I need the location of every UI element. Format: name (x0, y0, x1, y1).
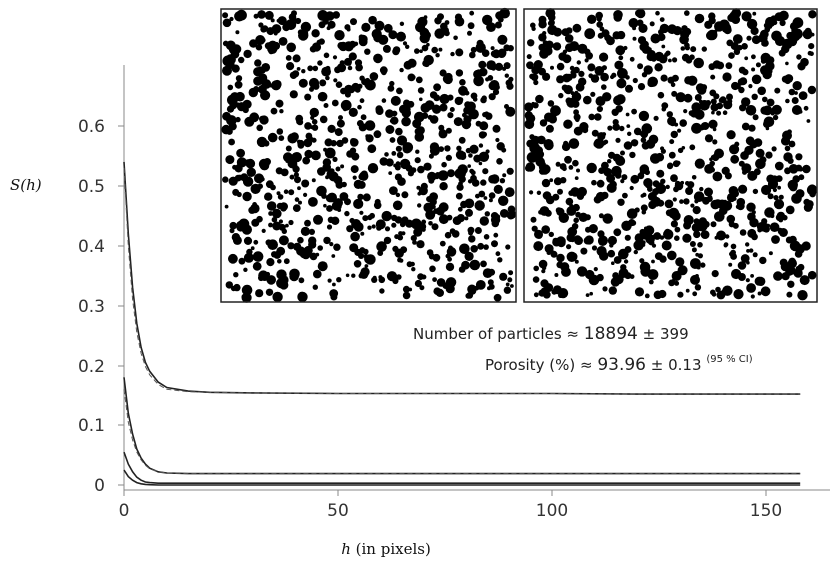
microstructure-image-left (220, 7, 517, 303)
y-tick-label-6: 0.6 (78, 117, 105, 137)
y-tick-3: 0.3 (78, 297, 124, 317)
x-ticks: 0 50 100 150 (119, 490, 782, 521)
x-tick-1: 50 (327, 490, 349, 521)
x-axis-unit: (in pixels) (356, 540, 431, 558)
porosity-approx: ≈ (580, 356, 593, 374)
porosity-label: Porosity (%) (485, 356, 575, 374)
porosity-err: 0.13 (668, 356, 701, 374)
y-axis-title: S(h) (10, 176, 42, 194)
x-tick-label-0: 0 (119, 501, 130, 521)
x-axis-var: h (341, 540, 351, 558)
y-tick-4: 0.4 (78, 237, 124, 257)
y-tick-2: 0.2 (78, 357, 124, 377)
porosity-annotation: Porosity (%) ≈ 93.96 ± 0.13 (95 % CI) (485, 354, 753, 375)
x-tick-label-3: 150 (750, 501, 782, 521)
y-tick-label-2: 0.2 (78, 357, 105, 377)
series-line-3 (123, 389, 801, 475)
y-tick-6: 0.6 (78, 117, 124, 137)
particles-annotation: Number of particles ≈ 18894 ± 399 (413, 324, 689, 344)
y-tick-label-0: 0 (94, 476, 105, 496)
particles-value: 18894 (584, 324, 638, 344)
porosity-value: 93.96 (597, 355, 646, 375)
series-line-2 (123, 377, 801, 475)
x-tick-label-2: 100 (536, 501, 568, 521)
x-axis-title: h (in pixels) (341, 540, 431, 558)
y-tick-label-4: 0.4 (78, 237, 105, 257)
x-tick-2: 100 (536, 490, 568, 521)
particles-pm: ± (643, 325, 656, 343)
x-tick-0: 0 (119, 490, 130, 521)
series-line-5 (123, 469, 801, 486)
particles-label: Number of particles (413, 325, 562, 343)
porosity-ci: (95 % CI) (706, 354, 752, 365)
y-tick-label-5: 0.5 (78, 177, 105, 197)
y-tick-label-3: 0.3 (78, 297, 105, 317)
y-ticks: 0 0.1 0.2 0.3 0.4 0.5 0.6 (78, 117, 124, 496)
y-tick-5: 0.5 (78, 177, 124, 197)
porosity-pm: ± (651, 356, 664, 374)
y-tick-label-1: 0.1 (78, 416, 105, 436)
particles-err: 399 (660, 325, 689, 343)
particles-approx: ≈ (566, 325, 579, 343)
y-tick-1: 0.1 (78, 416, 124, 436)
x-tick-3: 150 (750, 490, 782, 521)
series-layer (123, 161, 801, 486)
x-tick-label-1: 50 (327, 501, 349, 521)
series-line-4 (123, 451, 801, 484)
microstructure-image-right (523, 8, 818, 303)
y-tick-0: 0 (94, 476, 124, 496)
series-line-1 (123, 167, 801, 395)
